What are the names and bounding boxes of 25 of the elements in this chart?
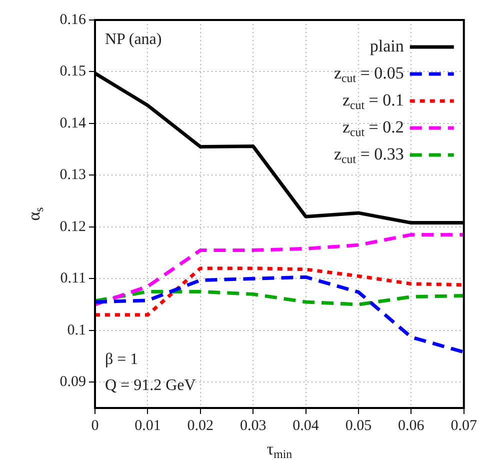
x-tick-label: 0.03 xyxy=(240,418,266,434)
legend-label: plain xyxy=(370,36,404,56)
y-tick-label: 0.13 xyxy=(60,167,86,184)
y-tick-label: 0.12 xyxy=(60,218,86,235)
line-series xyxy=(95,275,464,354)
y-tick-label: 0.1 xyxy=(67,322,86,338)
y-tick-label: 0.15 xyxy=(60,64,86,80)
x-tick-label: 0.07 xyxy=(450,418,478,434)
x-tick-label: 0.02 xyxy=(187,418,214,434)
x-tick-label: 0.04 xyxy=(292,418,320,434)
x-tick-label: 0.06 xyxy=(398,418,425,434)
line-series xyxy=(95,266,464,317)
y-tick-label: 0.16 xyxy=(60,12,86,28)
y-tick-label: 0.09 xyxy=(60,374,86,390)
annotation: NP (ana) xyxy=(105,31,162,48)
y-tick-label: 0.11 xyxy=(60,270,86,287)
annotation: β = 1 xyxy=(105,351,138,368)
x-tick-label: 0.01 xyxy=(134,418,161,434)
y-axis-title: αs xyxy=(24,206,46,221)
x-tick-label: 0 xyxy=(91,418,99,434)
annotation: Q = 91.2 GeV xyxy=(105,377,196,394)
y-tick-label: 0.14 xyxy=(60,115,86,132)
line-series xyxy=(95,232,464,306)
line-series xyxy=(95,290,464,306)
x-tick-label: 0.05 xyxy=(345,418,372,434)
